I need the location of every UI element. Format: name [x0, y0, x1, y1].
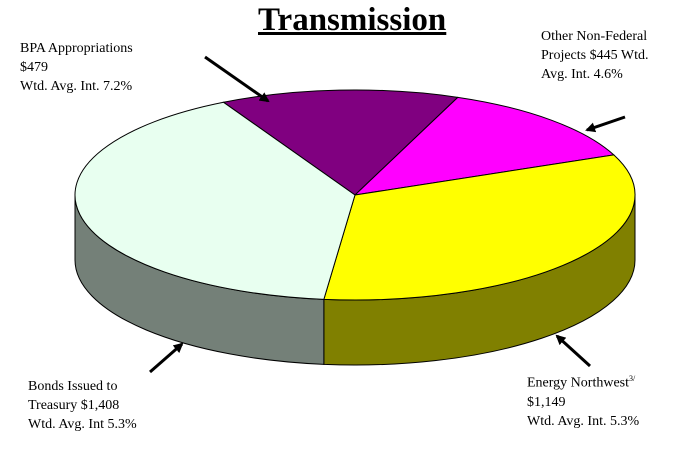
annotation: Wtd. Avg. Int 5.3% — [28, 417, 137, 432]
category-label: Energy Northwest — [527, 375, 629, 391]
annotation: Wtd. Avg. Int. 7.2% — [20, 79, 133, 94]
arrow — [204, 55, 270, 103]
slice — [323, 154, 636, 301]
slice-label: BPA Appropriations $479 Wtd. Avg. Int. 7… — [20, 39, 220, 96]
value-label: $479 — [20, 60, 48, 75]
category-label: Bonds Issued to Treasury — [28, 379, 118, 413]
slice — [353, 96, 615, 196]
arrow — [149, 342, 184, 374]
annotation: Wtd. Avg. Int. 4.6% — [541, 48, 649, 82]
category-label: Other Non-Federal Projects — [541, 29, 648, 63]
slice-label: Other Non-Federal Projects $445 Wtd. Avg… — [541, 27, 661, 84]
arrow — [555, 334, 592, 368]
value-label: $1,149 — [527, 394, 566, 410]
footnote: 3/ — [629, 374, 636, 383]
slice-label: Bonds Issued to Treasury $1,408 Wtd. Avg… — [28, 377, 146, 434]
value-label: $1,408 — [80, 398, 120, 413]
value-label: $445 — [589, 48, 618, 63]
category-label: BPA Appropriations — [20, 41, 133, 56]
pie — [74, 89, 636, 366]
chart-title: Transmission — [258, 2, 447, 38]
slice-label: Energy Northwest3/ $1,149 Wtd. Avg. Int.… — [527, 369, 697, 431]
arrow — [585, 115, 626, 133]
slice — [74, 101, 356, 300]
annotation: Wtd. Avg. Int. 5.3% — [527, 413, 640, 429]
slice — [222, 89, 459, 196]
